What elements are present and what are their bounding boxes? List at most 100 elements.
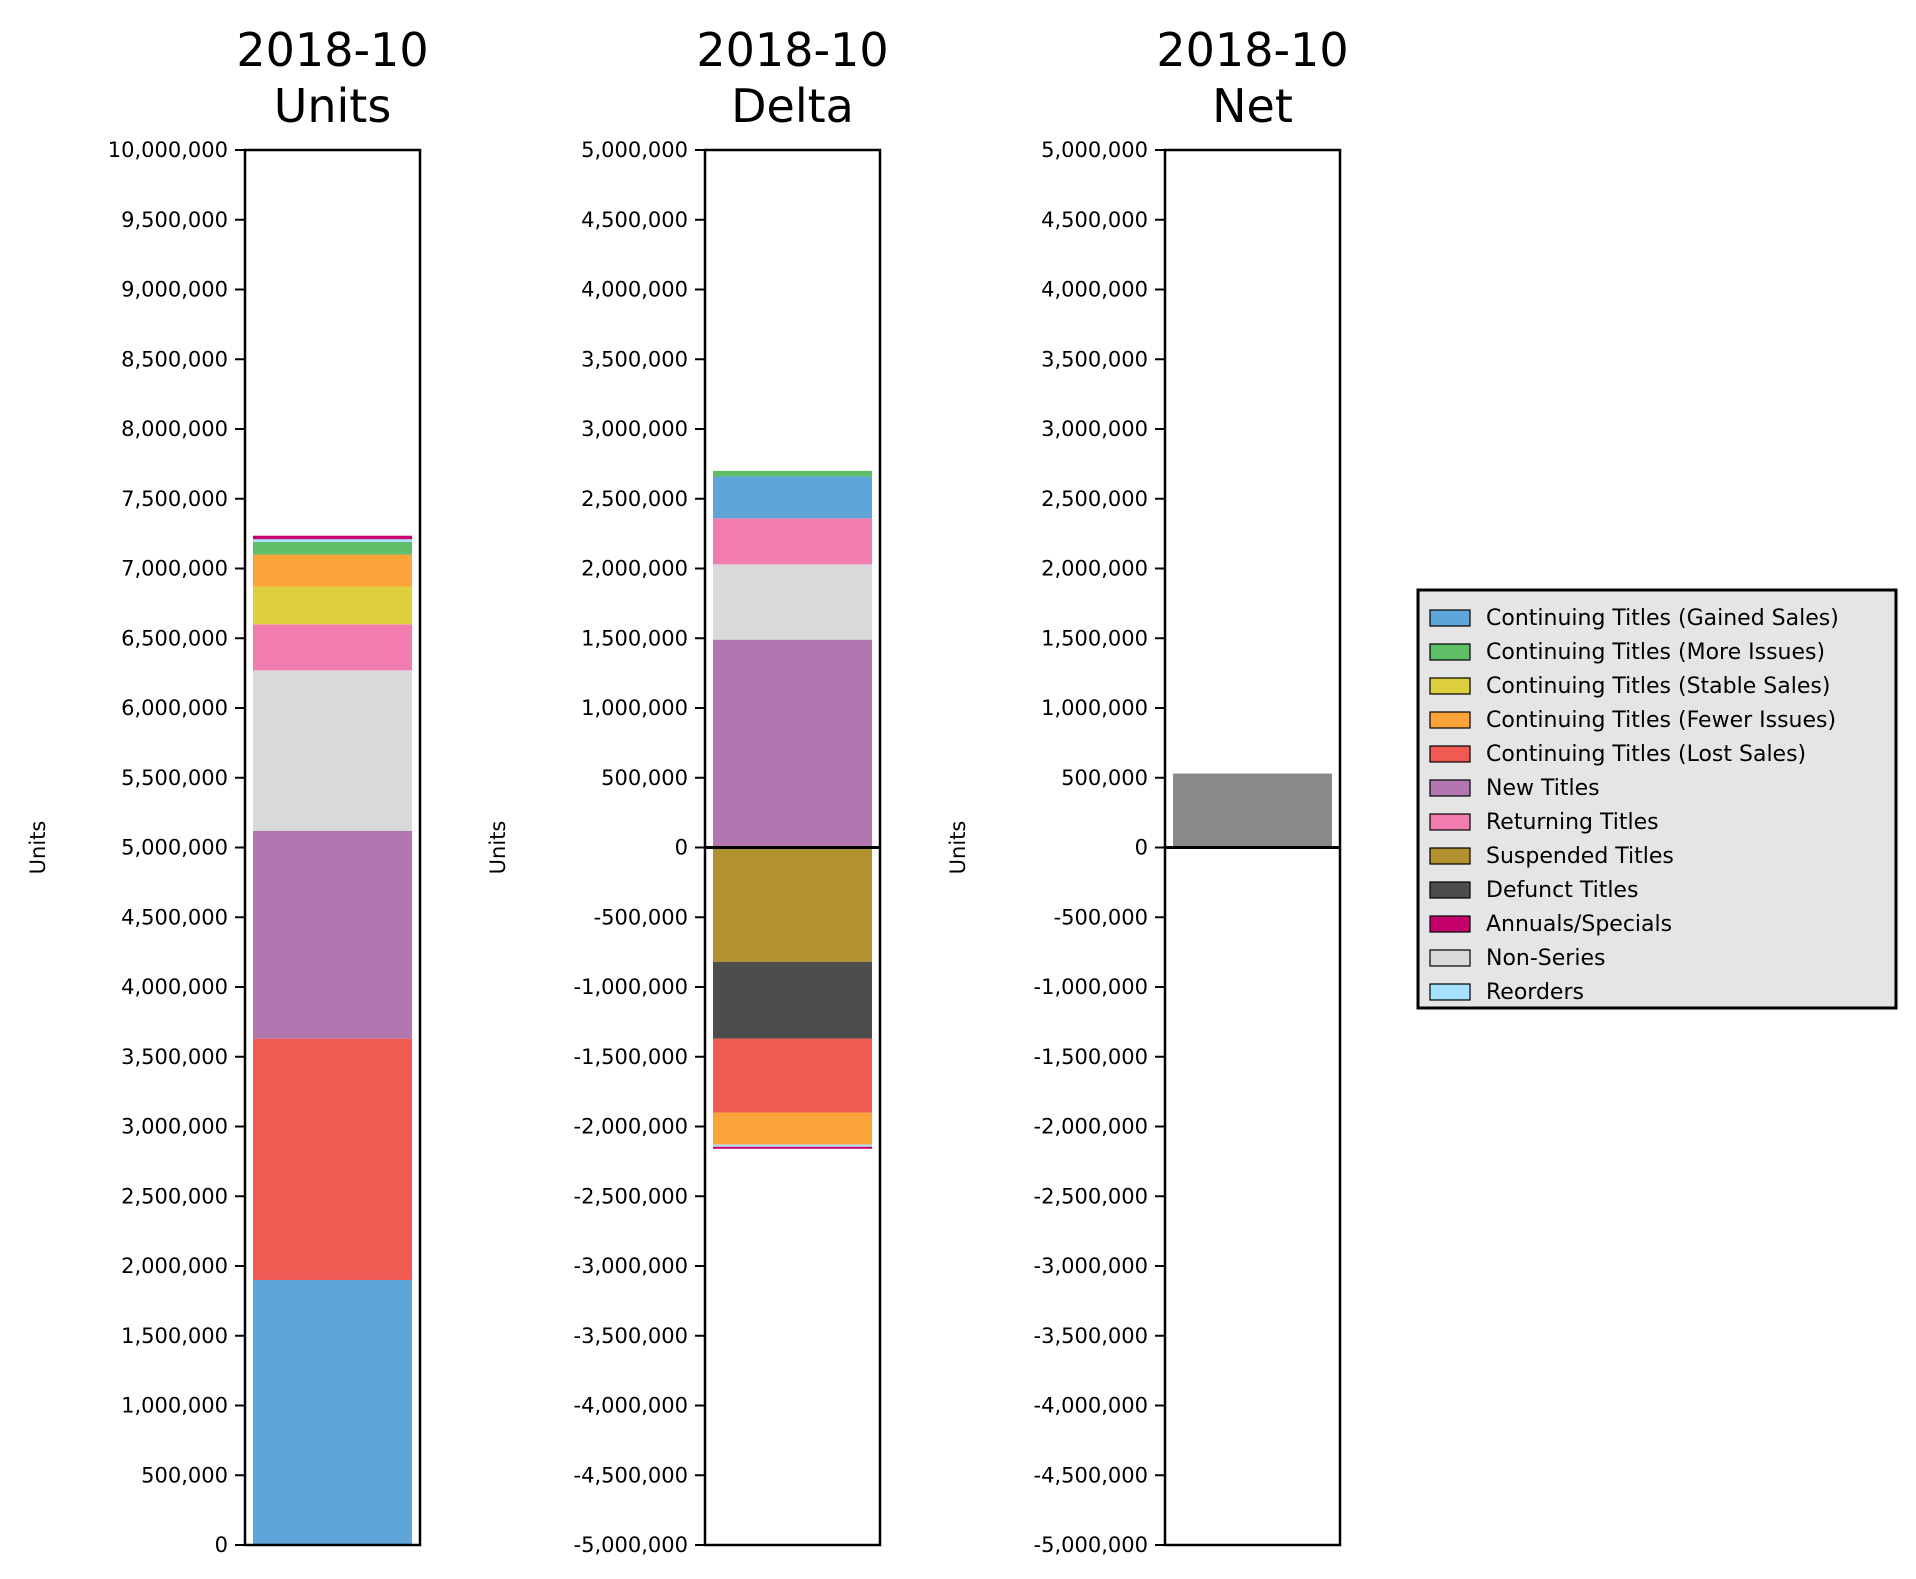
y-tick-label: 500,000 [1061, 766, 1148, 790]
y-tick-label: 0 [675, 836, 688, 860]
y-tick-label: 2,000,000 [581, 557, 688, 581]
bar-segment [253, 830, 412, 1039]
bar-segment [253, 670, 412, 831]
y-tick-label: 500,000 [601, 766, 688, 790]
y-tick-label: 3,500,000 [581, 347, 688, 371]
y-tick-label: -500,000 [594, 905, 688, 929]
y-tick-label: 5,500,000 [121, 766, 228, 790]
chart-title-line: Net [1212, 79, 1293, 133]
legend-swatch [1429, 881, 1471, 899]
y-tick-label: 4,500,000 [1041, 208, 1148, 232]
legend-swatch [1429, 779, 1471, 797]
y-tick-label: 2,500,000 [1041, 487, 1148, 511]
bar-segment [253, 539, 412, 542]
y-axis-label: Units [26, 821, 50, 875]
legend-swatch [1429, 949, 1471, 967]
y-tick-label: -4,000,000 [574, 1394, 688, 1418]
y-tick-label: 6,000,000 [121, 696, 228, 720]
bar-segment [713, 470, 872, 477]
legend-entry-label: Defunct Titles [1486, 878, 1638, 903]
legend-entry-label: Continuing Titles (More Issues) [1486, 640, 1825, 665]
bar-segment [253, 1279, 412, 1545]
y-tick-label: 9,000,000 [121, 278, 228, 302]
legend-swatch [1429, 711, 1471, 729]
bar-segment [713, 1112, 872, 1145]
y-tick-label: 10,000,000 [108, 138, 228, 162]
legend-swatch [1429, 745, 1471, 763]
chart-title-line: 2018-10 [696, 23, 888, 77]
legend-entry-label: Annuals/Specials [1486, 912, 1672, 937]
chart-title-line: Delta [731, 79, 854, 133]
bar-segment [1173, 773, 1332, 848]
y-tick-label: -3,500,000 [574, 1324, 688, 1348]
legend-entry-label: Non-Series [1486, 946, 1605, 971]
y-tick-label: 6,500,000 [121, 626, 228, 650]
y-tick-label: -5,000,000 [574, 1533, 688, 1557]
bar-segment [713, 1146, 872, 1149]
chart-panel-1: 2018-10Units0500,0001,000,0001,500,0002,… [26, 23, 429, 1557]
y-tick-label: 5,000,000 [121, 836, 228, 860]
legend-box [1416, 588, 1898, 1010]
legend-swatch [1429, 643, 1471, 661]
chart-legend: Continuing Titles (Gained Sales) Continui… [1416, 588, 1898, 1010]
y-tick-label: -1,000,000 [574, 975, 688, 999]
y-tick-label: -4,500,000 [574, 1463, 688, 1487]
y-tick-label: 9,500,000 [121, 208, 228, 232]
bar-segment [253, 586, 412, 625]
y-tick-label: -4,500,000 [1034, 1463, 1148, 1487]
y-tick-label: -1,500,000 [574, 1045, 688, 1069]
y-tick-label: 2,500,000 [121, 1184, 228, 1208]
legend-entry-label: Continuing Titles (Gained Sales) [1486, 606, 1839, 631]
y-tick-label: 2,000,000 [1041, 557, 1148, 581]
y-tick-label: 3,000,000 [581, 417, 688, 441]
legend-entry-label: New Titles [1486, 776, 1600, 801]
y-tick-label: 1,500,000 [121, 1324, 228, 1348]
y-tick-label: 3,500,000 [1041, 347, 1148, 371]
y-tick-label: 2,000,000 [121, 1254, 228, 1278]
y-tick-label: -500,000 [1054, 905, 1148, 929]
y-tick-label: 1,000,000 [581, 696, 688, 720]
y-tick-label: 4,000,000 [1041, 278, 1148, 302]
legend-swatch [1429, 609, 1471, 627]
y-tick-label: -5,000,000 [1034, 1533, 1148, 1557]
y-tick-label: 1,000,000 [1041, 696, 1148, 720]
y-tick-label: 5,000,000 [1041, 138, 1148, 162]
chart-title-line: 2018-10 [236, 23, 428, 77]
legend-swatch [1429, 813, 1471, 831]
y-tick-label: -3,000,000 [574, 1254, 688, 1278]
bar-segment [253, 624, 412, 671]
chart-title-line: 2018-10 [1156, 23, 1348, 77]
bar-segment [713, 476, 872, 519]
y-tick-label: 4,500,000 [581, 208, 688, 232]
y-tick-label: 500,000 [141, 1463, 228, 1487]
bar-segment [253, 554, 412, 587]
y-tick-label: 4,000,000 [121, 975, 228, 999]
y-tick-label: 4,000,000 [581, 278, 688, 302]
bar-segment [713, 1144, 872, 1147]
y-tick-label: 8,500,000 [121, 347, 228, 371]
legend-swatch [1429, 677, 1471, 695]
bar-segment [713, 961, 872, 1039]
legend-swatch [1429, 847, 1471, 865]
y-tick-label: -2,500,000 [574, 1184, 688, 1208]
bar-segment [713, 847, 872, 962]
y-tick-label: -2,500,000 [1034, 1184, 1148, 1208]
bar-segment [713, 564, 872, 640]
y-tick-label: 3,500,000 [121, 1045, 228, 1069]
y-axis-label: Units [486, 821, 510, 875]
y-tick-label: -4,000,000 [1034, 1394, 1148, 1418]
bar-segment [253, 541, 412, 555]
bar-segment [713, 639, 872, 848]
y-tick-label: 0 [1135, 836, 1148, 860]
bar-segment [713, 518, 872, 565]
y-tick-label: 4,500,000 [121, 905, 228, 929]
legend-entry-label: Continuing Titles (Fewer Issues) [1486, 708, 1836, 733]
y-tick-label: 1,000,000 [121, 1394, 228, 1418]
legend-entry-label: Suspended Titles [1486, 844, 1674, 869]
legend-entry-label: Returning Titles [1486, 810, 1659, 835]
bar-segment [253, 1038, 412, 1280]
y-tick-label: 3,000,000 [1041, 417, 1148, 441]
